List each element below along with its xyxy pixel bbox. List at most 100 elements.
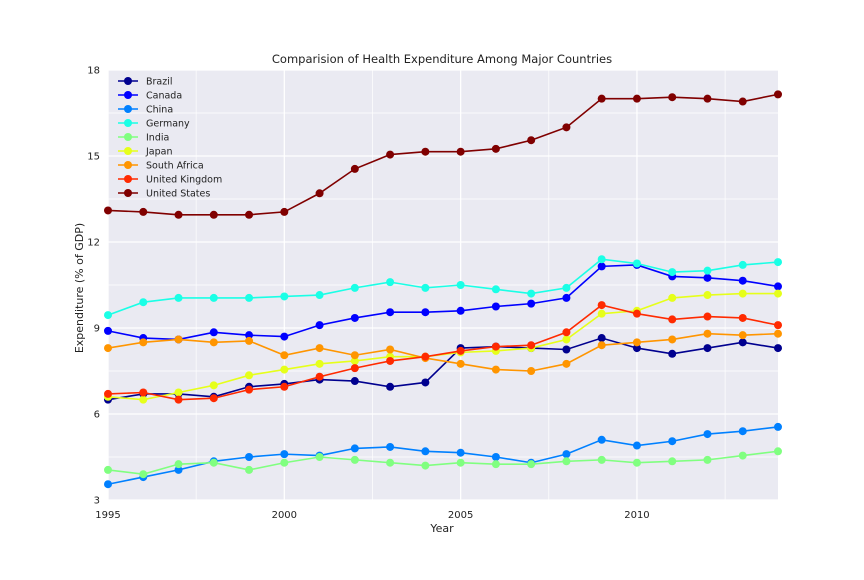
data-point bbox=[350, 351, 359, 360]
data-point bbox=[104, 465, 112, 474]
data-point bbox=[456, 448, 465, 457]
data-point bbox=[597, 301, 606, 310]
series-line bbox=[107, 93, 779, 216]
legend-marker bbox=[124, 133, 132, 141]
data-point bbox=[562, 450, 571, 459]
data-point bbox=[104, 206, 112, 215]
data-point bbox=[491, 365, 500, 374]
legend-item: United States bbox=[118, 189, 210, 200]
legend-label: South Africa bbox=[146, 161, 204, 172]
data-point bbox=[139, 338, 148, 347]
data-point bbox=[632, 458, 641, 467]
data-point bbox=[245, 465, 254, 474]
data-point bbox=[491, 302, 500, 311]
data-point bbox=[209, 210, 218, 219]
data-point bbox=[139, 470, 148, 479]
data-point bbox=[527, 299, 536, 308]
series-india bbox=[104, 447, 782, 479]
axis-ticks: 1995 2000 2005 2010 3 6 9 12 15 18 bbox=[87, 66, 649, 522]
data-point bbox=[562, 345, 571, 354]
series-germany bbox=[104, 255, 782, 320]
data-point bbox=[245, 371, 254, 380]
data-point bbox=[668, 437, 677, 446]
legend-label: Germany bbox=[146, 119, 190, 130]
data-point bbox=[245, 293, 254, 302]
data-point bbox=[174, 395, 183, 404]
data-point bbox=[174, 460, 183, 469]
data-point bbox=[280, 351, 289, 360]
data-point bbox=[774, 422, 782, 431]
y-axis-label: Expenditure (% of GDP) bbox=[73, 223, 86, 353]
data-point bbox=[174, 335, 183, 344]
data-point bbox=[174, 465, 183, 474]
data-point bbox=[562, 335, 571, 344]
data-point bbox=[491, 285, 500, 294]
data-point bbox=[456, 346, 465, 355]
data-point bbox=[421, 378, 430, 387]
data-point bbox=[139, 388, 148, 397]
series-united-states bbox=[104, 90, 782, 219]
data-point bbox=[104, 389, 112, 398]
data-point bbox=[245, 210, 254, 219]
data-point bbox=[104, 311, 112, 320]
data-point bbox=[350, 313, 359, 322]
data-point bbox=[527, 289, 536, 298]
data-point bbox=[491, 342, 500, 351]
legend-label: United Kingdom bbox=[146, 175, 222, 186]
legend-item: India bbox=[118, 133, 169, 144]
data-point bbox=[703, 455, 712, 464]
data-point bbox=[703, 266, 712, 275]
data-point bbox=[456, 281, 465, 289]
data-point bbox=[350, 377, 359, 386]
data-point bbox=[315, 453, 324, 461]
data-point bbox=[209, 394, 218, 403]
data-point bbox=[209, 381, 218, 390]
y-tick-label: 15 bbox=[87, 152, 100, 163]
data-point bbox=[491, 144, 500, 153]
data-point bbox=[104, 344, 112, 353]
legend-label: United States bbox=[146, 189, 210, 200]
data-point bbox=[280, 458, 289, 467]
data-point bbox=[668, 315, 677, 324]
data-point bbox=[632, 338, 641, 347]
series-united-kingdom bbox=[104, 301, 782, 404]
data-point bbox=[738, 276, 747, 285]
data-point bbox=[668, 335, 677, 344]
data-point bbox=[209, 458, 218, 467]
data-point bbox=[386, 308, 395, 317]
data-point bbox=[139, 298, 148, 307]
data-point bbox=[562, 328, 571, 337]
data-point bbox=[703, 291, 712, 300]
series-line bbox=[107, 450, 779, 476]
data-point bbox=[315, 359, 324, 368]
data-point bbox=[174, 388, 183, 397]
data-point bbox=[632, 94, 641, 103]
data-point bbox=[245, 385, 254, 394]
data-point bbox=[350, 164, 359, 173]
data-point bbox=[315, 344, 324, 353]
data-point bbox=[668, 293, 677, 302]
data-point bbox=[315, 189, 324, 198]
legend-marker bbox=[124, 175, 132, 183]
data-point bbox=[738, 338, 747, 347]
data-point bbox=[315, 321, 324, 330]
data-point bbox=[245, 453, 254, 461]
data-point bbox=[774, 289, 782, 298]
data-point bbox=[421, 147, 430, 156]
data-point bbox=[562, 123, 571, 132]
data-point bbox=[632, 344, 641, 353]
data-point bbox=[597, 309, 606, 318]
data-point bbox=[597, 94, 606, 103]
data-point bbox=[174, 293, 183, 302]
data-point bbox=[738, 451, 747, 460]
data-point bbox=[668, 93, 677, 102]
data-point bbox=[456, 147, 465, 156]
data-point bbox=[562, 457, 571, 466]
data-point bbox=[209, 338, 218, 347]
data-point bbox=[774, 282, 782, 291]
data-point bbox=[386, 382, 395, 391]
data-point bbox=[703, 312, 712, 321]
chart-title: Comparision of Health Expenditure Among … bbox=[272, 52, 612, 66]
series-line bbox=[107, 304, 779, 401]
